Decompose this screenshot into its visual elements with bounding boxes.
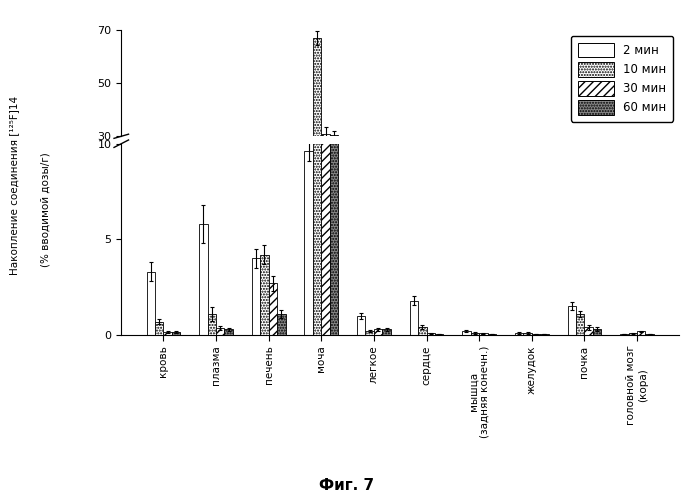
Bar xyxy=(383,330,391,335)
Bar xyxy=(540,334,549,335)
Text: Накопление соединения [¹²⁵F]14: Накопление соединения [¹²⁵F]14 xyxy=(9,96,19,274)
Bar xyxy=(365,331,374,335)
Bar xyxy=(172,332,180,335)
Bar xyxy=(155,322,164,335)
Bar xyxy=(357,214,365,216)
Bar xyxy=(410,211,418,216)
Bar xyxy=(426,333,435,335)
Bar xyxy=(593,215,601,216)
Bar xyxy=(200,224,208,335)
Bar xyxy=(225,215,233,216)
Bar xyxy=(479,333,488,335)
Bar xyxy=(269,209,277,216)
Bar xyxy=(277,213,286,216)
Bar xyxy=(200,200,208,216)
Bar xyxy=(593,330,601,335)
Bar xyxy=(418,215,426,216)
Bar xyxy=(208,213,216,216)
Bar xyxy=(515,333,523,335)
Bar xyxy=(155,214,164,216)
Bar xyxy=(208,314,216,335)
Bar xyxy=(269,284,277,335)
Bar xyxy=(277,314,286,335)
Bar xyxy=(313,38,322,216)
Bar xyxy=(216,215,225,216)
Bar xyxy=(584,328,593,335)
Bar xyxy=(304,152,313,335)
Bar xyxy=(357,316,365,335)
Bar xyxy=(252,206,261,216)
Bar xyxy=(620,334,629,335)
Bar xyxy=(462,331,471,335)
Bar xyxy=(313,0,322,335)
Bar xyxy=(225,330,233,335)
Bar xyxy=(304,190,313,216)
Bar xyxy=(576,213,584,216)
Bar xyxy=(147,272,155,335)
Bar xyxy=(322,134,330,216)
Bar xyxy=(471,333,479,335)
Bar xyxy=(164,332,172,335)
Bar xyxy=(568,306,576,335)
Bar xyxy=(418,328,426,335)
Bar xyxy=(216,328,225,335)
Bar xyxy=(374,215,383,216)
Bar xyxy=(435,334,444,335)
Bar xyxy=(568,212,576,216)
Bar xyxy=(637,331,645,335)
Bar xyxy=(523,333,532,335)
Bar xyxy=(532,334,540,335)
Bar xyxy=(330,0,338,335)
Bar xyxy=(488,334,496,335)
Bar xyxy=(147,207,155,216)
Bar xyxy=(252,258,261,335)
Legend: 2 мин, 10 мин, 30 мин, 60 мин: 2 мин, 10 мин, 30 мин, 60 мин xyxy=(571,36,673,122)
Text: (% вводимой дозы/г): (% вводимой дозы/г) xyxy=(40,152,50,268)
Bar xyxy=(261,254,269,335)
Bar xyxy=(374,330,383,335)
Bar xyxy=(261,205,269,216)
Bar xyxy=(330,135,338,216)
Bar xyxy=(410,300,418,335)
Bar xyxy=(629,333,637,335)
Bar xyxy=(645,334,653,335)
Text: Фиг. 7: Фиг. 7 xyxy=(319,478,374,493)
Bar xyxy=(383,215,391,216)
Bar xyxy=(576,314,584,335)
Bar xyxy=(584,215,593,216)
Bar xyxy=(322,0,330,335)
